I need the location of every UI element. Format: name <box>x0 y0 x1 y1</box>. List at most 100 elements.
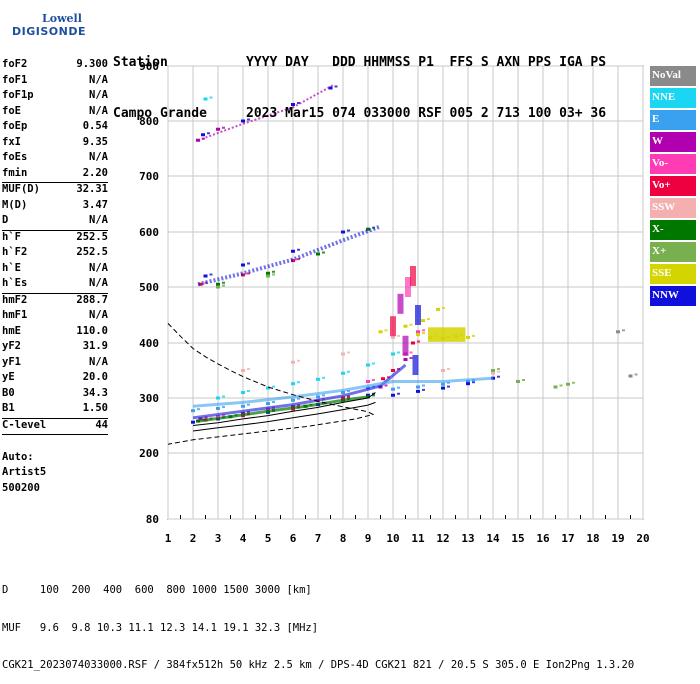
param-row: B1 1.50 <box>2 402 108 419</box>
param-key: hmF2 <box>2 293 28 306</box>
data-point <box>411 341 415 345</box>
data-point <box>291 360 295 364</box>
param-key: B1 <box>2 402 15 414</box>
data-point <box>397 293 404 314</box>
param-key: MUF(D) <box>2 183 40 195</box>
data-point <box>391 393 395 397</box>
electron-density-profile <box>167 323 375 445</box>
data-point <box>436 307 440 311</box>
param-key: foEp <box>2 120 28 132</box>
y-tick-label: 500 <box>139 281 159 294</box>
param-value: 252.5 <box>76 230 108 243</box>
data-point <box>198 282 203 286</box>
param-key: h`Es <box>2 277 28 289</box>
data-point <box>416 330 420 334</box>
footer-file-info: CGK21_2023074033000.RSF / 384fx512h 50 k… <box>2 659 635 671</box>
data-point <box>405 277 411 297</box>
param-value: 110.0 <box>76 324 108 337</box>
legend-item: Vo- <box>650 154 696 174</box>
e-trace <box>192 376 494 408</box>
param-key: Artist5 <box>2 466 47 478</box>
y-tick-label: 300 <box>139 392 159 405</box>
x-tick-label: 14 <box>486 532 500 545</box>
data-point <box>572 381 575 384</box>
y-tick-label: 400 <box>139 337 159 350</box>
data-point <box>417 340 420 343</box>
data-point <box>291 398 295 402</box>
y-tick-label: 200 <box>139 447 159 460</box>
data-point <box>522 379 525 381</box>
param-value: 32.31 <box>76 183 108 195</box>
footer: D 100 200 400 600 800 1000 1500 3000 [km… <box>2 559 634 684</box>
data-point <box>616 330 620 334</box>
sse-cluster <box>428 327 466 342</box>
param-row: yF1 N/A <box>2 356 108 372</box>
param-key: yF2 <box>2 340 21 352</box>
data-point <box>397 386 400 389</box>
legend-item: Vo+ <box>650 176 696 196</box>
data-point <box>566 382 570 386</box>
param-key: M(D) <box>2 198 28 211</box>
param-value: 252.5 <box>76 246 108 258</box>
data-point <box>216 285 220 289</box>
x-tick-label: 1 <box>165 532 172 545</box>
param-value: N/A <box>89 214 108 226</box>
footer-distance-row: D 100 200 400 600 800 1000 1500 3000 [km… <box>2 584 312 596</box>
data-point <box>322 376 325 379</box>
param-key: h`E <box>2 261 21 274</box>
param-key: C-level <box>2 418 47 431</box>
data-point <box>297 381 300 384</box>
data-point <box>422 332 425 335</box>
param-row: h`E N/A <box>2 262 108 278</box>
legend-item: NNE <box>650 88 696 108</box>
data-point <box>442 306 445 309</box>
param-key: D <box>2 214 9 226</box>
x-tick-label: 15 <box>511 532 524 545</box>
data-point <box>391 335 395 339</box>
param-row: hmF1 N/A <box>2 309 108 325</box>
param-key: B0 <box>2 386 15 399</box>
data-point <box>553 385 558 389</box>
x-tick-label: 19 <box>611 532 624 545</box>
data-point <box>372 362 375 365</box>
data-point <box>497 368 500 370</box>
data-point <box>322 251 325 254</box>
param-row: foF1 N/A <box>2 74 108 90</box>
station-header: Station YYYY DAY DDD HHMMSS P1 FFS S AXN… <box>113 20 606 139</box>
data-point <box>241 369 245 372</box>
data-point <box>447 381 450 384</box>
y-tick-label: 600 <box>139 226 159 239</box>
data-point <box>466 380 470 383</box>
param-value: N/A <box>89 73 108 86</box>
x-trace <box>197 395 369 423</box>
param-row: 500200 <box>2 482 108 498</box>
data-point <box>328 86 333 90</box>
param-key: foF1 <box>2 73 28 86</box>
data-point <box>447 368 450 370</box>
y-tick-label: 80 <box>146 513 159 526</box>
header-values: Campo Grande 2023 Mar15 074 033000 RSF 0… <box>113 106 607 121</box>
param-key: foE <box>2 104 21 117</box>
data-point <box>391 369 395 372</box>
data-point <box>197 408 200 411</box>
data-point <box>266 402 270 405</box>
param-value: 2.20 <box>82 166 108 179</box>
param-key: hmF1 <box>2 309 28 321</box>
logo-lowell: Lowell <box>42 12 82 25</box>
data-point <box>634 373 638 376</box>
data-point <box>472 334 475 337</box>
x-tick-label: 2 <box>190 532 197 545</box>
param-row: fmin 2.20 <box>2 166 108 183</box>
data-point <box>409 351 413 354</box>
param-value: N/A <box>89 309 108 321</box>
data-point <box>322 394 325 397</box>
param-row: MUF(D) 32.31 <box>2 183 108 199</box>
param-row: fxI 9.35 <box>2 136 108 152</box>
footer-muf-row: MUF 9.6 9.8 10.3 11.1 12.3 14.1 19.1 32.… <box>2 621 319 634</box>
data-point <box>247 118 250 121</box>
x-tick-label: 8 <box>340 532 347 545</box>
data-point <box>421 319 425 323</box>
data-point <box>241 404 245 408</box>
ionogram-chart: 1 2 3 4 5 6 7 8 9 10 11 12 13 14 15 16 17 18 19 20802003004… <box>139 60 650 545</box>
data-point <box>402 335 409 356</box>
